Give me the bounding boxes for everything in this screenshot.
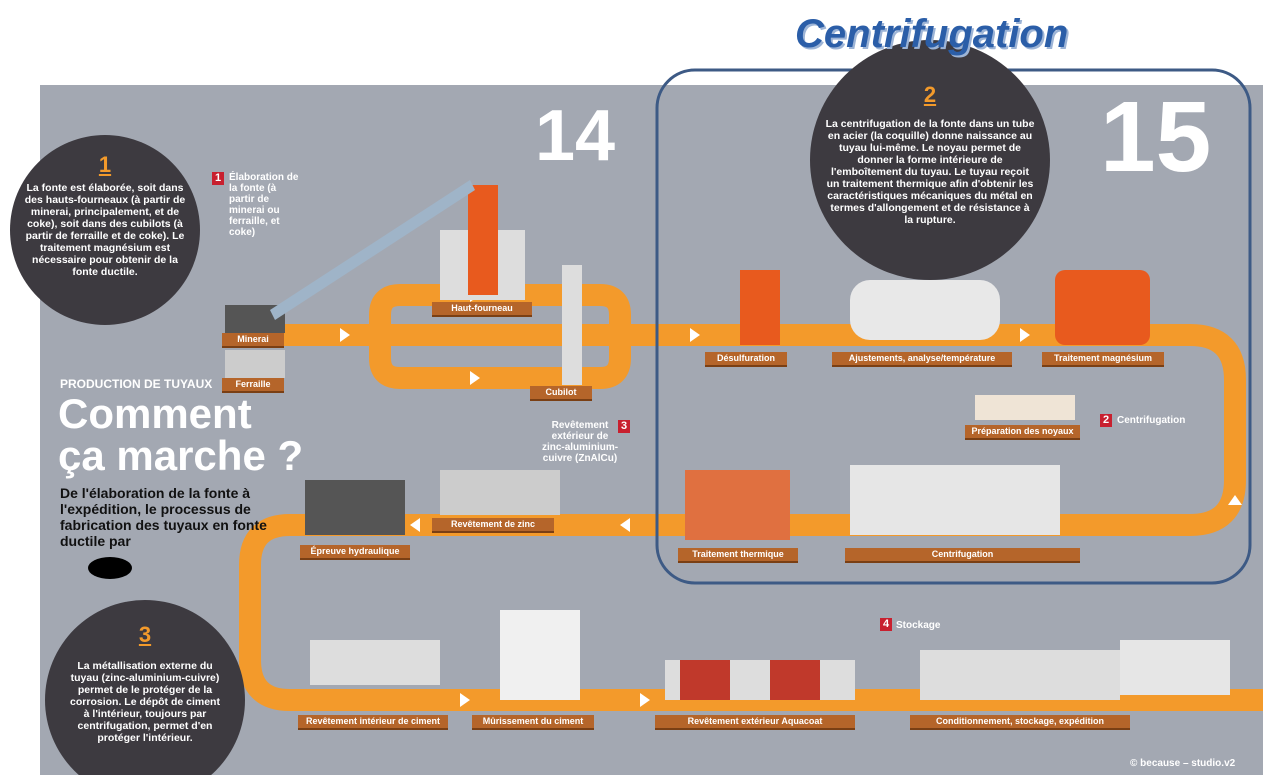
intro-title: ça marche ? (58, 432, 303, 480)
marker-badge: 1 (212, 172, 224, 185)
circle-number: 1 (85, 152, 125, 178)
station-label: Cubilot (530, 386, 592, 401)
station-label: Préparation des noyaux (965, 425, 1080, 440)
kicker: PRODUCTION DE TUYAUX (60, 377, 212, 391)
circle-number: 2 (910, 82, 950, 108)
intro-subtitle: De l'élaboration de la fonte à l'expédit… (60, 485, 290, 549)
station-label: Traitement thermique (678, 548, 798, 563)
section-number: 15 (1100, 80, 1211, 195)
marker-text: Élaboration de la fonte (à partir de min… (229, 172, 304, 238)
circle-text: La fonte est élaborée, soit dans des hau… (20, 182, 190, 278)
station-label: Conditionnement, stockage, expédition (910, 715, 1130, 730)
station-label: Épreuve hydraulique (300, 545, 410, 560)
station-label: Revêtement intérieur de ciment (298, 715, 448, 730)
marker-badge: 2 (1100, 414, 1112, 427)
section-number: 14 (535, 95, 615, 177)
infographic: Centrifugation 14 15 1 La fonte est élab… (0, 0, 1263, 775)
station-label: Ferraille (222, 378, 284, 393)
credit: © because – studio.v2 (1130, 758, 1235, 769)
redaction (88, 557, 132, 579)
intro-title: Comment (58, 390, 252, 438)
header-title: Centrifugation (795, 12, 1068, 57)
circle-text: La métallisation externe du tuyau (zinc-… (70, 660, 220, 744)
marker-text: Stockage (896, 620, 940, 631)
circle-text: La centrifugation de la fonte dans un tu… (825, 118, 1035, 226)
circle-number: 3 (125, 622, 165, 648)
station-label: Haut-fourneau (432, 302, 532, 317)
station-label: Traitement magnésium (1042, 352, 1164, 367)
marker-badge: 4 (880, 618, 892, 631)
station-label: Mûrissement du ciment (472, 715, 594, 730)
station-label: Centrifugation (845, 548, 1080, 563)
station-label: Désulfuration (705, 352, 787, 367)
station-label: Minerai (222, 333, 284, 348)
marker-text: Revêtement extérieur de zinc-aluminium-c… (540, 420, 620, 464)
station-label: Revêtement de zinc (432, 518, 554, 533)
station-label: Revêtement extérieur Aquacoat (655, 715, 855, 730)
station-label: Ajustements, analyse/température (832, 352, 1012, 367)
marker-text: Centrifugation (1117, 415, 1185, 426)
